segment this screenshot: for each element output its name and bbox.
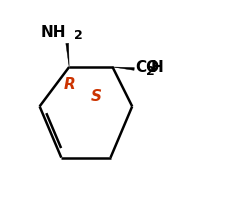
Polygon shape bbox=[66, 43, 69, 67]
Text: CO: CO bbox=[135, 60, 159, 75]
Text: 2: 2 bbox=[146, 65, 155, 78]
Text: NH: NH bbox=[41, 25, 66, 40]
Text: S: S bbox=[91, 89, 102, 104]
Text: H: H bbox=[150, 60, 163, 75]
Text: R: R bbox=[63, 77, 75, 92]
Text: 2: 2 bbox=[74, 29, 83, 42]
Polygon shape bbox=[112, 67, 134, 70]
